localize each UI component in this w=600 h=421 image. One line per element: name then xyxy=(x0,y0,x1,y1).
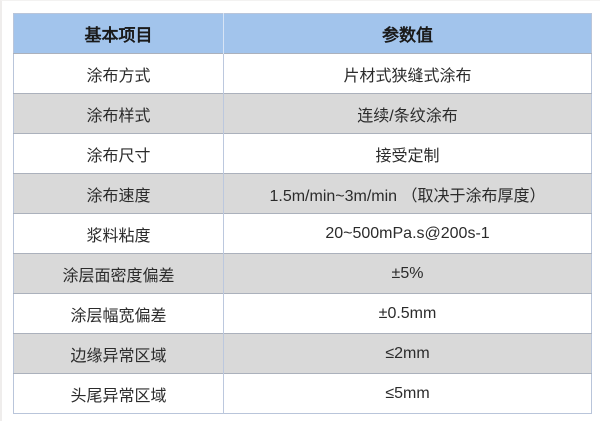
value-cell: 20~500mPa.s@200s-1 xyxy=(223,213,592,254)
table-row: 涂层面密度偏差 ±5% xyxy=(13,253,592,294)
value-cell: ±0.5mm xyxy=(223,293,592,334)
header-row: 基本项目 参数值 xyxy=(13,13,592,54)
table-row: 边缘异常区域 ≤2mm xyxy=(13,333,592,374)
value-cell: ≤2mm xyxy=(223,333,592,374)
item-cell: 浆料粘度 xyxy=(13,213,224,254)
value-cell: ≤5mm xyxy=(223,373,592,414)
table-header: 基本项目 参数值 xyxy=(13,13,592,54)
table-row: 头尾异常区域 ≤5mm xyxy=(13,373,592,414)
item-cell: 涂层幅宽偏差 xyxy=(13,293,224,334)
item-cell: 涂布尺寸 xyxy=(13,133,224,174)
item-cell: 边缘异常区域 xyxy=(13,333,224,374)
table-row: 浆料粘度 20~500mPa.s@200s-1 xyxy=(13,213,592,254)
table-row: 涂布尺寸 接受定制 xyxy=(13,133,592,174)
spec-table: 基本项目 参数值 涂布方式 片材式狭缝式涂布 涂布样式 连续/条纹涂布 涂布尺寸… xyxy=(13,13,592,414)
item-cell: 头尾异常区域 xyxy=(13,373,224,414)
table-body: 涂布方式 片材式狭缝式涂布 涂布样式 连续/条纹涂布 涂布尺寸 接受定制 涂布速… xyxy=(13,53,592,414)
value-cell: ±5% xyxy=(223,253,592,294)
value-cell: 连续/条纹涂布 xyxy=(223,93,592,134)
column-header-item: 基本项目 xyxy=(13,13,224,54)
table-row: 涂布方式 片材式狭缝式涂布 xyxy=(13,53,592,94)
table-row: 涂布速度 1.5m/min~3m/min （取决于涂布厚度） xyxy=(13,173,592,214)
item-cell: 涂布样式 xyxy=(13,93,224,134)
item-cell: 涂布速度 xyxy=(13,173,224,214)
value-cell: 片材式狭缝式涂布 xyxy=(223,53,592,94)
value-cell: 接受定制 xyxy=(223,133,592,174)
item-cell: 涂布方式 xyxy=(13,53,224,94)
value-cell: 1.5m/min~3m/min （取决于涂布厚度） xyxy=(223,173,592,214)
table-row: 涂布样式 连续/条纹涂布 xyxy=(13,93,592,134)
table-row: 涂层幅宽偏差 ±0.5mm xyxy=(13,293,592,334)
column-header-value: 参数值 xyxy=(223,13,592,54)
item-cell: 涂层面密度偏差 xyxy=(13,253,224,294)
